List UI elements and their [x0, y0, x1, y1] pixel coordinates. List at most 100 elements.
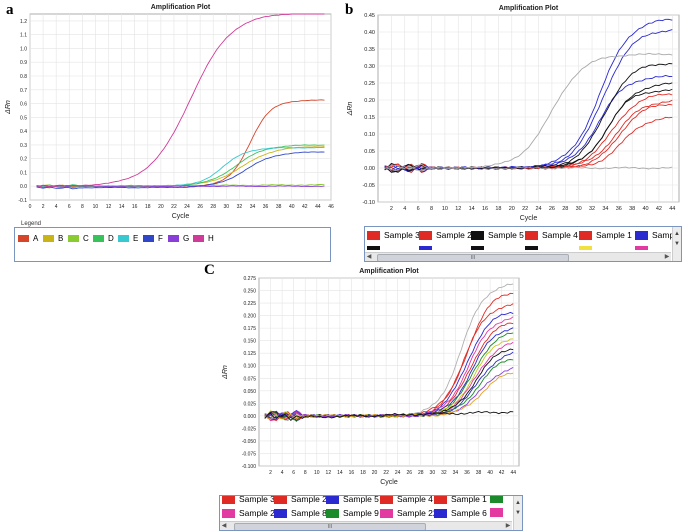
legend-c-item[interactable]: Sample 6: [434, 508, 487, 518]
chart-b-title: Amplification Plot: [499, 5, 559, 12]
legend-c-scroll-thumb[interactable]: III: [234, 523, 426, 530]
chart-a-xtick-label: 16: [132, 204, 138, 210]
legend-c-item[interactable]: Sample 3: [222, 496, 275, 504]
legend-c-item[interactable]: Sample 22: [380, 508, 438, 518]
legend-b-item[interactable]: Sample 4: [525, 230, 578, 240]
legend-c-item[interactable]: Sample 4: [380, 496, 433, 504]
chart-a-ytick-label: -0.1: [18, 198, 27, 204]
legend-a-item[interactable]: H: [193, 234, 214, 243]
legend-b-item[interactable]: Sample 3: [367, 230, 420, 240]
chart-c-ytick-label: 0.050: [243, 389, 256, 395]
legend-b-item[interactable]: Sample 2: [419, 230, 472, 240]
legend-label: A: [33, 234, 39, 243]
chart-a-xtick-label: 2: [42, 204, 45, 210]
chart-c-ytick-label: -0.075: [242, 451, 256, 457]
chart-a-xtick-label: 18: [145, 204, 151, 210]
chart-b-xtick-label: 32: [589, 206, 595, 212]
legend-c-item[interactable]: Sample 9: [326, 508, 379, 518]
chart-a-xtick-label: 14: [119, 204, 125, 210]
legend-b-item[interactable]: Sample 5: [471, 230, 524, 240]
chart-b-xtick-label: 44: [669, 206, 675, 212]
legend-a-item[interactable]: D: [93, 234, 114, 243]
chart-a-ytick-label: 0.5: [20, 115, 27, 121]
scroll-left-icon[interactable]: ◀: [366, 254, 372, 260]
scroll-right-icon[interactable]: ▶: [505, 523, 511, 529]
legend-label: E: [133, 234, 139, 243]
chart-b-xtick-label: 2: [390, 206, 393, 212]
scroll-up-icon[interactable]: ▲: [674, 231, 680, 237]
legend-c-item[interactable]: Sample 23: [222, 508, 280, 518]
legend-b-hscroll[interactable]: ◀ III ▶: [365, 252, 671, 261]
chart-a-xtick-label: 12: [106, 204, 112, 210]
legend-c-vscroll[interactable]: ▲ ▼: [513, 496, 522, 530]
chart-c-ytick-label: 0.075: [243, 376, 256, 382]
legend-b-item[interactable]: Sample 1: [579, 230, 632, 240]
legend-a-item[interactable]: C: [68, 234, 89, 243]
chart-c-xtick-label: 40: [487, 470, 493, 476]
chart-b-ytick-label: -0.10: [362, 200, 375, 206]
legend-swatch: [68, 235, 79, 242]
chart-a-ylabel: ΔRn: [5, 100, 12, 115]
chart-a-ytick-label: 0.8: [20, 74, 27, 80]
legend-swatch: [434, 508, 447, 518]
chart-a-xlabel: Cycle: [172, 213, 190, 220]
legend-label: B: [58, 234, 64, 243]
scroll-up-icon[interactable]: ▲: [515, 500, 521, 506]
legend-label: Sample 6: [451, 508, 487, 518]
legend-b-item[interactable]: Samp: [635, 230, 674, 240]
legend-swatch: [419, 230, 432, 240]
scroll-down-icon[interactable]: ▼: [674, 241, 680, 247]
legend-c-item[interactable]: [490, 508, 507, 517]
chart-c-ytick-label: 0.025: [243, 401, 256, 407]
chart-c-ytick-label: -0.100: [242, 464, 256, 470]
chart-b-ytick-label: 0.10: [364, 132, 375, 138]
legend-label: Sample 5: [343, 495, 379, 504]
chart-b-xtick-label: 18: [495, 206, 501, 212]
legend-label: Sample 22: [397, 508, 438, 518]
legend-a-item[interactable]: A: [18, 234, 38, 243]
chart-c-xtick-label: 42: [499, 470, 505, 476]
chart-b-xtick-label: 30: [576, 206, 582, 212]
chart-a-ytick-label: 1.0: [20, 46, 27, 52]
chart-c-xtick-label: 32: [441, 470, 447, 476]
chart-c-xtick-label: 20: [372, 470, 378, 476]
chart-c-xtick-label: 36: [464, 470, 470, 476]
legend-a-item[interactable]: F: [143, 234, 163, 243]
legend-label: Sample 2: [291, 495, 327, 504]
legend-b-vscroll[interactable]: ▲ ▼: [672, 227, 681, 261]
legend-c-item[interactable]: Sample 5: [326, 495, 379, 504]
legend-swatch: [367, 230, 380, 240]
chart-a-xtick-label: 6: [68, 204, 71, 210]
scroll-right-icon[interactable]: ▶: [664, 254, 670, 260]
chart-b-xtick-label: 28: [562, 206, 568, 212]
scroll-down-icon[interactable]: ▼: [515, 510, 521, 516]
legend-c-item[interactable]: [490, 496, 507, 503]
chart-a-xtick-label: 8: [81, 204, 84, 210]
legend-c-item[interactable]: Sample 2: [274, 495, 327, 504]
legend-swatch: [143, 235, 154, 242]
chart-a-xtick-label: 40: [289, 204, 295, 210]
chart-c-ytick-label: 0.150: [243, 339, 256, 345]
legend-a-item[interactable]: B: [43, 234, 63, 243]
legend-swatch: [222, 508, 235, 518]
legend-swatch: [118, 235, 129, 242]
legend-a-item[interactable]: E: [118, 234, 138, 243]
legend-swatch: [18, 235, 29, 242]
chart-b-xtick-label: 20: [509, 206, 515, 212]
chart-c-ytick-label: 0.275: [243, 276, 256, 282]
legend-b-scroll-thumb[interactable]: III: [377, 254, 569, 261]
chart-c: Amplification Plot -0.100 -0.075 -0.050 -0.0…: [215, 263, 524, 488]
legend-a-item[interactable]: G: [168, 234, 189, 243]
chart-a-xtick-label: 22: [171, 204, 177, 210]
legend-c-item[interactable]: Sample 8: [274, 508, 327, 518]
legend-a-title: Legend: [19, 221, 44, 227]
scroll-left-icon[interactable]: ◀: [221, 523, 227, 529]
chart-b-xtick-label: 14: [469, 206, 475, 212]
legend-c-item[interactable]: Sample 1: [434, 496, 487, 504]
legend-swatch: [434, 496, 447, 504]
legend-swatch: [93, 235, 104, 242]
legend-swatch: [380, 508, 393, 518]
panel-label-c: C: [204, 262, 215, 278]
legend-c-hscroll[interactable]: ◀ III ▶: [220, 521, 512, 530]
